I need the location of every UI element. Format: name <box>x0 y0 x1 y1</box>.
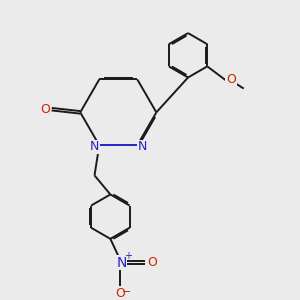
Text: N: N <box>137 140 147 153</box>
Text: +: + <box>124 250 132 261</box>
Text: O: O <box>147 256 157 269</box>
Text: N: N <box>90 140 99 153</box>
Text: −: − <box>122 287 131 297</box>
Text: O: O <box>115 287 125 300</box>
Text: O: O <box>40 103 50 116</box>
Text: N: N <box>116 256 127 270</box>
Text: O: O <box>226 73 236 86</box>
